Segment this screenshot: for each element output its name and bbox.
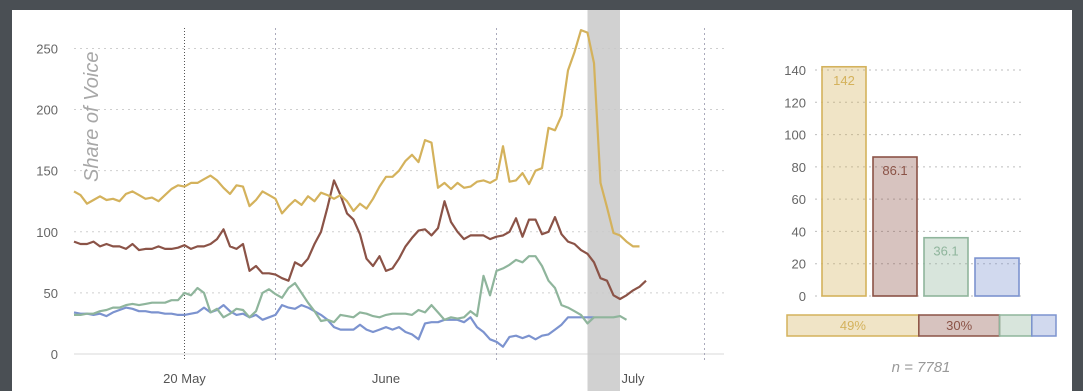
- bar-value-label: 36.1: [933, 244, 958, 259]
- y-tick-label: 50: [44, 286, 58, 301]
- line-grid: [74, 47, 724, 355]
- bar-y-tick-label: 120: [784, 95, 806, 110]
- y-axis-label: Share of Voice: [81, 52, 103, 182]
- line-vlines: [184, 28, 705, 360]
- bar-y-tick-label: 80: [792, 160, 806, 175]
- y-tick-label: 100: [36, 225, 58, 240]
- bar-y-tick-label: 60: [792, 192, 806, 207]
- bar-y-tick-label: 100: [784, 128, 806, 143]
- bar-value-label: 86.1: [882, 163, 907, 178]
- bar-y-tick-label: 40: [792, 224, 806, 239]
- bar: [821, 65, 867, 297]
- y-tick-label: 150: [36, 164, 58, 179]
- bar-y-tick-label: 20: [792, 257, 806, 272]
- y-tick-label: 200: [36, 103, 58, 118]
- series-line-3: [74, 255, 628, 325]
- bar: [923, 236, 969, 297]
- share-segment: [1031, 314, 1057, 337]
- chart-frame: [12, 10, 1072, 391]
- highlight-band: [587, 10, 620, 391]
- series-line-2: [73, 179, 647, 301]
- sample-size-label: n = 7781: [892, 359, 951, 376]
- bar-bars: 142 86.1 36.1: [821, 65, 1020, 297]
- line-y-ticks: 0 50 100 150 200 250: [36, 41, 58, 362]
- bar-y-tick-label: 140: [784, 63, 806, 78]
- line-x-ticks: 20 May June July: [163, 371, 645, 386]
- x-tick-label: 20 May: [163, 371, 206, 386]
- bar-y-tick-label: 0: [799, 289, 806, 304]
- y-tick-label: 0: [51, 347, 58, 362]
- share-segment-label: 30%: [946, 318, 972, 333]
- bar: [872, 156, 918, 297]
- bar-value-label: 142: [833, 73, 855, 88]
- series-line-4: [73, 304, 594, 348]
- share-segment: [998, 314, 1033, 337]
- y-tick-label: 250: [36, 41, 58, 56]
- bar-y-ticks: 0 20 40 60 80 100 120 140: [784, 63, 806, 304]
- share-segment-label: 49%: [840, 318, 866, 333]
- x-tick-label: June: [372, 371, 400, 386]
- series-line-1: [73, 29, 640, 248]
- bar-grid: [815, 69, 1022, 297]
- share-strip: 49% 30%: [786, 314, 1057, 337]
- x-tick-label: July: [621, 371, 645, 386]
- bar: [974, 257, 1020, 297]
- line-series: [73, 29, 647, 348]
